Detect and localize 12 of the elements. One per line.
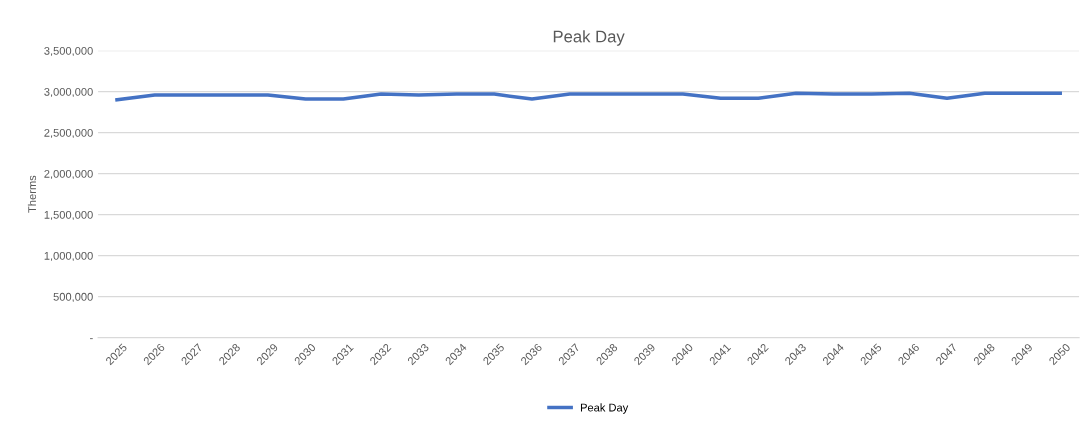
- line-series: [115, 91, 1062, 102]
- chart-title: Peak Day: [553, 30, 625, 46]
- y-tick-label: -: [90, 338, 93, 340]
- y-tick-label: 3,500,000: [44, 46, 93, 57]
- y-tick-label: 1,500,000: [44, 210, 93, 221]
- legend-label: Peak Day: [580, 403, 629, 414]
- y-axis-title: Therms: [27, 175, 37, 213]
- y-tick-label: 3,000,000: [44, 87, 93, 98]
- y-tick-label: 500,000: [53, 292, 93, 303]
- y-tick-label: 2,000,000: [44, 169, 93, 180]
- y-tick-label: 2,500,000: [44, 128, 93, 139]
- y-tick-label: 1,000,000: [44, 251, 93, 262]
